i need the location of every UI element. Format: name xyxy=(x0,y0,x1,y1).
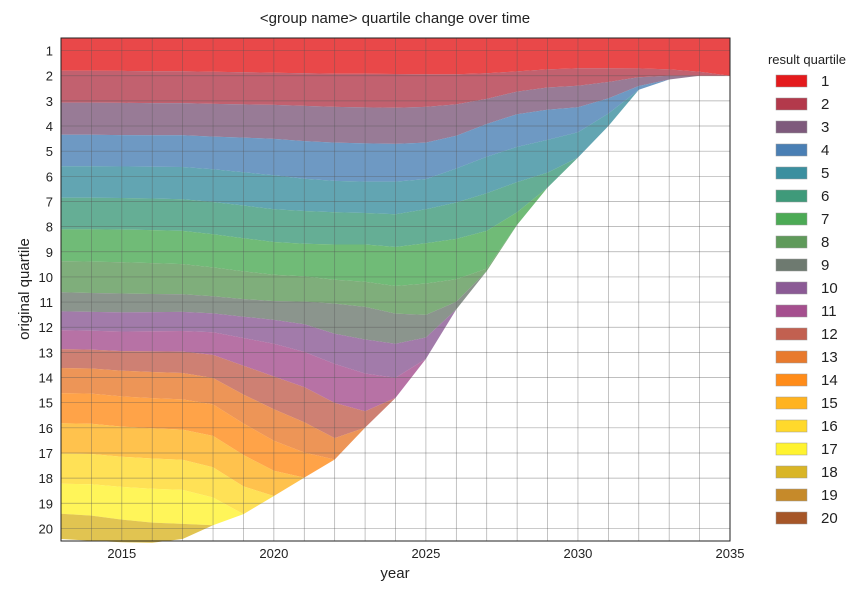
legend-swatch-11 xyxy=(775,304,808,318)
y-tick-label: 3 xyxy=(46,94,53,109)
x-tick-label: 2025 xyxy=(411,546,440,561)
legend-swatch-8 xyxy=(775,235,808,249)
legend-label-9: 9 xyxy=(821,257,829,274)
legend-swatch-2 xyxy=(775,97,808,111)
legend-swatch-17 xyxy=(775,442,808,456)
legend-swatch-4 xyxy=(775,143,808,157)
x-tick-label: 2035 xyxy=(716,546,745,561)
legend-swatch-12 xyxy=(775,327,808,341)
legend-label-7: 7 xyxy=(821,211,829,228)
legend-label-17: 17 xyxy=(821,441,838,458)
y-tick-label: 14 xyxy=(39,371,53,386)
y-tick-label: 1 xyxy=(46,44,53,59)
y-tick-label: 4 xyxy=(46,119,53,134)
legend-swatch-6 xyxy=(775,189,808,203)
plot-frame xyxy=(60,37,731,542)
legend-label-8: 8 xyxy=(821,234,829,251)
legend-label-6: 6 xyxy=(821,188,829,205)
legend-label-20: 20 xyxy=(821,510,838,527)
legend-title: result quartile xyxy=(768,52,846,67)
legend-label-19: 19 xyxy=(821,487,838,504)
legend-swatch-15 xyxy=(775,396,808,410)
x-tick-label: 2030 xyxy=(563,546,592,561)
y-tick-label: 5 xyxy=(46,144,53,159)
y-tick-label: 9 xyxy=(46,245,53,260)
y-tick-label: 17 xyxy=(39,446,53,461)
y-tick-label: 6 xyxy=(46,169,53,184)
gridlines xyxy=(60,38,731,541)
legend-swatch-20 xyxy=(775,511,808,525)
legend-label-13: 13 xyxy=(821,349,838,366)
legend-swatch-3 xyxy=(775,120,808,134)
legend-label-4: 4 xyxy=(821,142,829,159)
area-series-16 xyxy=(61,75,730,515)
area-series-6 xyxy=(61,75,730,247)
legend-swatch-16 xyxy=(775,419,808,433)
area-series-5 xyxy=(61,75,730,215)
legend-swatch-5 xyxy=(775,166,808,180)
area-series-8 xyxy=(61,75,730,315)
y-tick-label: 18 xyxy=(39,471,53,486)
legend-label-18: 18 xyxy=(821,464,838,481)
y-tick-label: 10 xyxy=(39,270,53,285)
legend-swatch-14 xyxy=(775,373,808,387)
legend-label-12: 12 xyxy=(821,326,838,343)
y-axis-label: original quartile xyxy=(16,238,33,340)
legend-label-14: 14 xyxy=(821,372,838,389)
legend-label-15: 15 xyxy=(821,395,838,412)
chart-title: <group name> quartile change over time xyxy=(260,10,530,27)
legend-swatch-1 xyxy=(775,74,808,88)
legend-swatch-9 xyxy=(775,258,808,272)
y-tick-label: 15 xyxy=(39,396,53,411)
legend-swatch-7 xyxy=(775,212,808,226)
legend-swatch-13 xyxy=(775,350,808,364)
legend-label-16: 16 xyxy=(821,418,838,435)
x-tick-label: 2020 xyxy=(259,546,288,561)
legend-swatch-18 xyxy=(775,465,808,479)
y-tick-label: 7 xyxy=(46,194,53,209)
y-tick-label: 12 xyxy=(39,320,53,335)
legend-label-5: 5 xyxy=(821,165,829,182)
x-axis-label: year xyxy=(380,565,409,582)
area-series-4 xyxy=(61,75,730,182)
y-tick-label: 11 xyxy=(40,295,54,310)
x-tick-label: 2015 xyxy=(107,546,136,561)
legend-label-11: 11 xyxy=(821,303,837,320)
y-tick-label: 19 xyxy=(39,496,53,511)
legend-swatch-19 xyxy=(775,488,808,502)
legend-swatch-10 xyxy=(775,281,808,295)
y-tick-label: 20 xyxy=(39,521,53,536)
legend-label-2: 2 xyxy=(821,96,829,113)
legend-label-10: 10 xyxy=(821,280,838,297)
x-tick-labels: 2015 2020 2025 2030 2035 xyxy=(107,546,744,561)
area-series-15 xyxy=(61,75,730,496)
y-tick-label: 2 xyxy=(46,69,53,84)
y-tick-label: 13 xyxy=(39,345,53,360)
legend-label-1: 1 xyxy=(821,73,829,90)
legend: result quartile 123456789101112131415161… xyxy=(768,52,846,527)
y-tick-label: 16 xyxy=(39,421,53,436)
y-tick-label: 8 xyxy=(46,220,53,235)
legend-label-3: 3 xyxy=(821,119,829,136)
